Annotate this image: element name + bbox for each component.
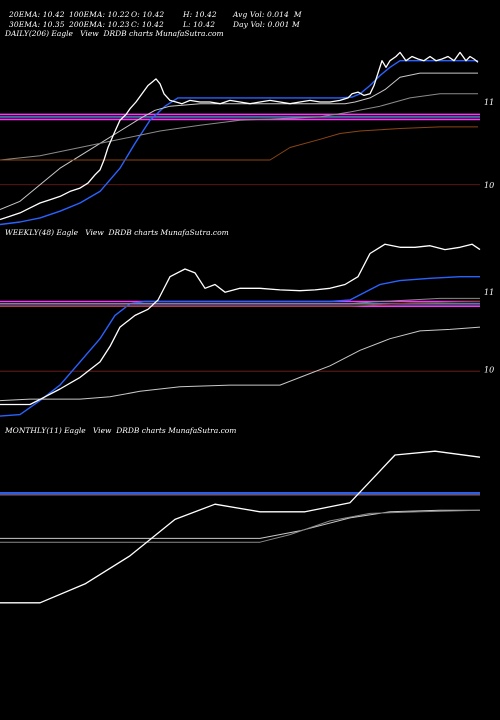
daily-y-tick-1: 10: [484, 181, 494, 190]
close-value: C: 10.42: [130, 20, 164, 29]
daily-ema_brown-line: [0, 126, 478, 161]
weekly-ema_slow-line: [0, 326, 481, 402]
daily-y-tick-0: 11: [484, 98, 494, 107]
daily-ema_long-line: [0, 93, 478, 161]
monthly-ema_slow-line: [0, 509, 480, 539]
daily-panel-label: DAILY(206) Eagle View DRDB charts Munafa…: [5, 29, 224, 38]
weekly-y-tick-0: 11: [484, 288, 494, 297]
low-value: L: 10.42: [182, 20, 216, 29]
weekly-ema_fast-line: [0, 276, 480, 417]
day-vol-value: Day Vol: 0.001 M: [232, 20, 300, 29]
daily-ema_fast-line: [0, 60, 478, 226]
ema30-value: 30EMA: 10.35: [8, 20, 65, 29]
ema100-value: 100EMA: 10.22: [68, 10, 130, 19]
weekly-ema_long-line: [0, 297, 480, 305]
weekly-price-line: [0, 243, 481, 406]
monthly-panel-label: MONTHLY(11) Eagle View DRDB charts Munaf…: [5, 426, 237, 435]
open-value: O: 10.42: [130, 10, 165, 19]
indicator-header-row2: 30EMA: 10.35 200EMA: 10.23C: 10.42 L: 10.4…: [4, 11, 300, 29]
weekly-ema_brown-line: [0, 301, 481, 307]
daily-ema_slow-line: [0, 72, 478, 211]
weekly-y-tick-1: 10: [484, 366, 494, 375]
monthly-price-line: [0, 450, 481, 604]
weekly-panel-label: WEEKLY(48) Eagle View DRDB charts Munafa…: [5, 228, 229, 237]
high-value: H: 10.42: [182, 10, 217, 19]
daily-price-line: [0, 51, 479, 221]
ema200-value: 200EMA: 10.23: [68, 20, 130, 29]
monthly-ema_long-line: [0, 509, 481, 543]
ema20-value: 20EMA: 10.42: [8, 10, 65, 19]
indicator-header-row1: 20EMA: 10.42 100EMA: 10.22O: 10.42 H: 10.4…: [4, 1, 302, 19]
avg-vol-value: Avg Vol: 0.014 M: [232, 10, 302, 19]
